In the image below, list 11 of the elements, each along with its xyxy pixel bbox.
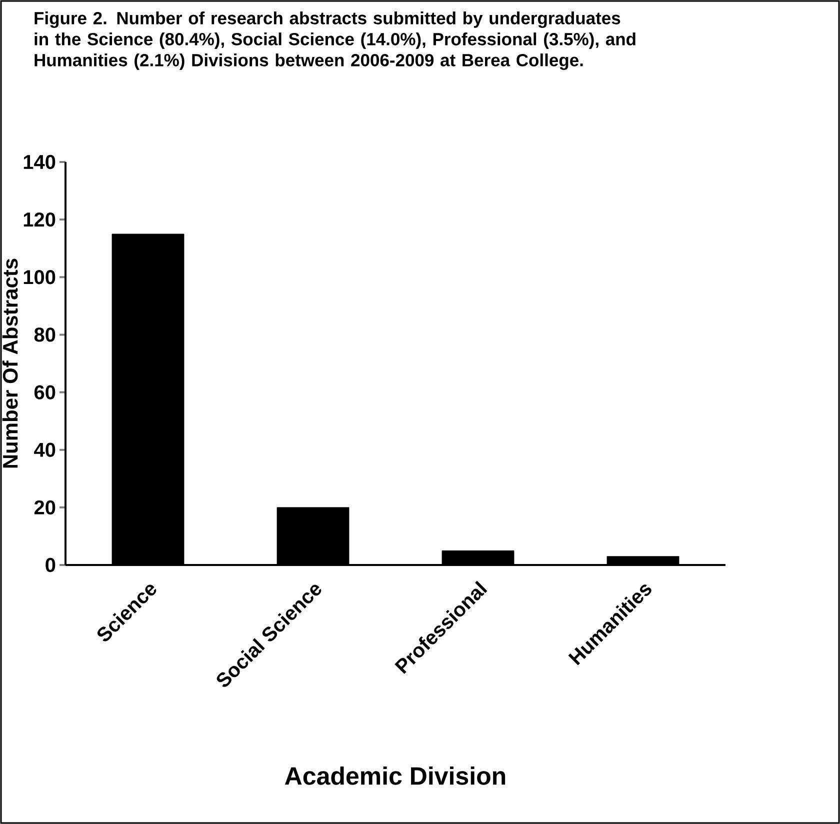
y-tick-label: 0 <box>46 558 56 572</box>
y-tick-label: 100 <box>24 270 56 284</box>
chart-title: Figure 2. Number of research abstracts submitted by undergraduates in the Science (80.4%), Social Science (14.0%), Professional (3.5%), and Humanities (2.1%) Divisions between 2006-2009 at Berea College. <box>34 12 636 70</box>
y-tick-label: 60 <box>34 385 56 400</box>
y-tick-label: 40 <box>34 442 56 457</box>
y-tick-label: 140 <box>24 154 56 170</box>
y-tick-label: 120 <box>24 212 56 227</box>
y-tick-label: 80 <box>34 328 56 342</box>
y-axis-title: Number Of Abstracts <box>2 258 18 468</box>
x-axis-title: Academic Division <box>284 766 506 785</box>
y-tick-label: 20 <box>34 500 56 515</box>
